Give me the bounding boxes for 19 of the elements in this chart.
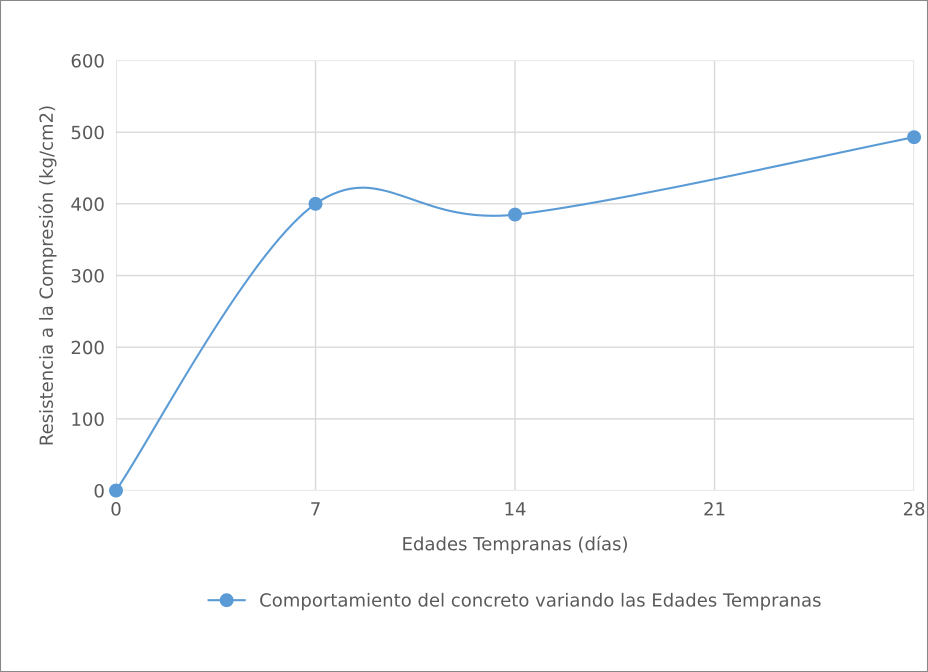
point bbox=[907, 130, 922, 144]
legend-label: Comportamiento del concreto variando las Edades Tempranas bbox=[260, 592, 821, 610]
x-axis-title: Edades Tempranas (días) bbox=[403, 536, 627, 554]
y-tick-label: 400 bbox=[71, 197, 104, 211]
x-tick-label: 0 bbox=[111, 502, 121, 516]
y-tick-label: 100 bbox=[72, 412, 104, 426]
y-tick-label: 500 bbox=[72, 126, 104, 140]
y-tick-label: 600 bbox=[72, 54, 104, 68]
point bbox=[308, 196, 322, 211]
y-tick-label: 300 bbox=[72, 268, 104, 283]
x-tick-label: 28 bbox=[904, 502, 924, 516]
point bbox=[508, 208, 522, 222]
y-tick-label: 0 bbox=[94, 484, 104, 498]
x-tick-label: 7 bbox=[311, 502, 320, 516]
y-axis-title: Resistencia a la Compresión (kg/cm2) bbox=[38, 106, 57, 444]
x-tick-label: 21 bbox=[704, 502, 724, 516]
y-tick-label: 200 bbox=[72, 340, 104, 354]
x-tick-label: 14 bbox=[506, 502, 526, 516]
point bbox=[109, 484, 123, 498]
